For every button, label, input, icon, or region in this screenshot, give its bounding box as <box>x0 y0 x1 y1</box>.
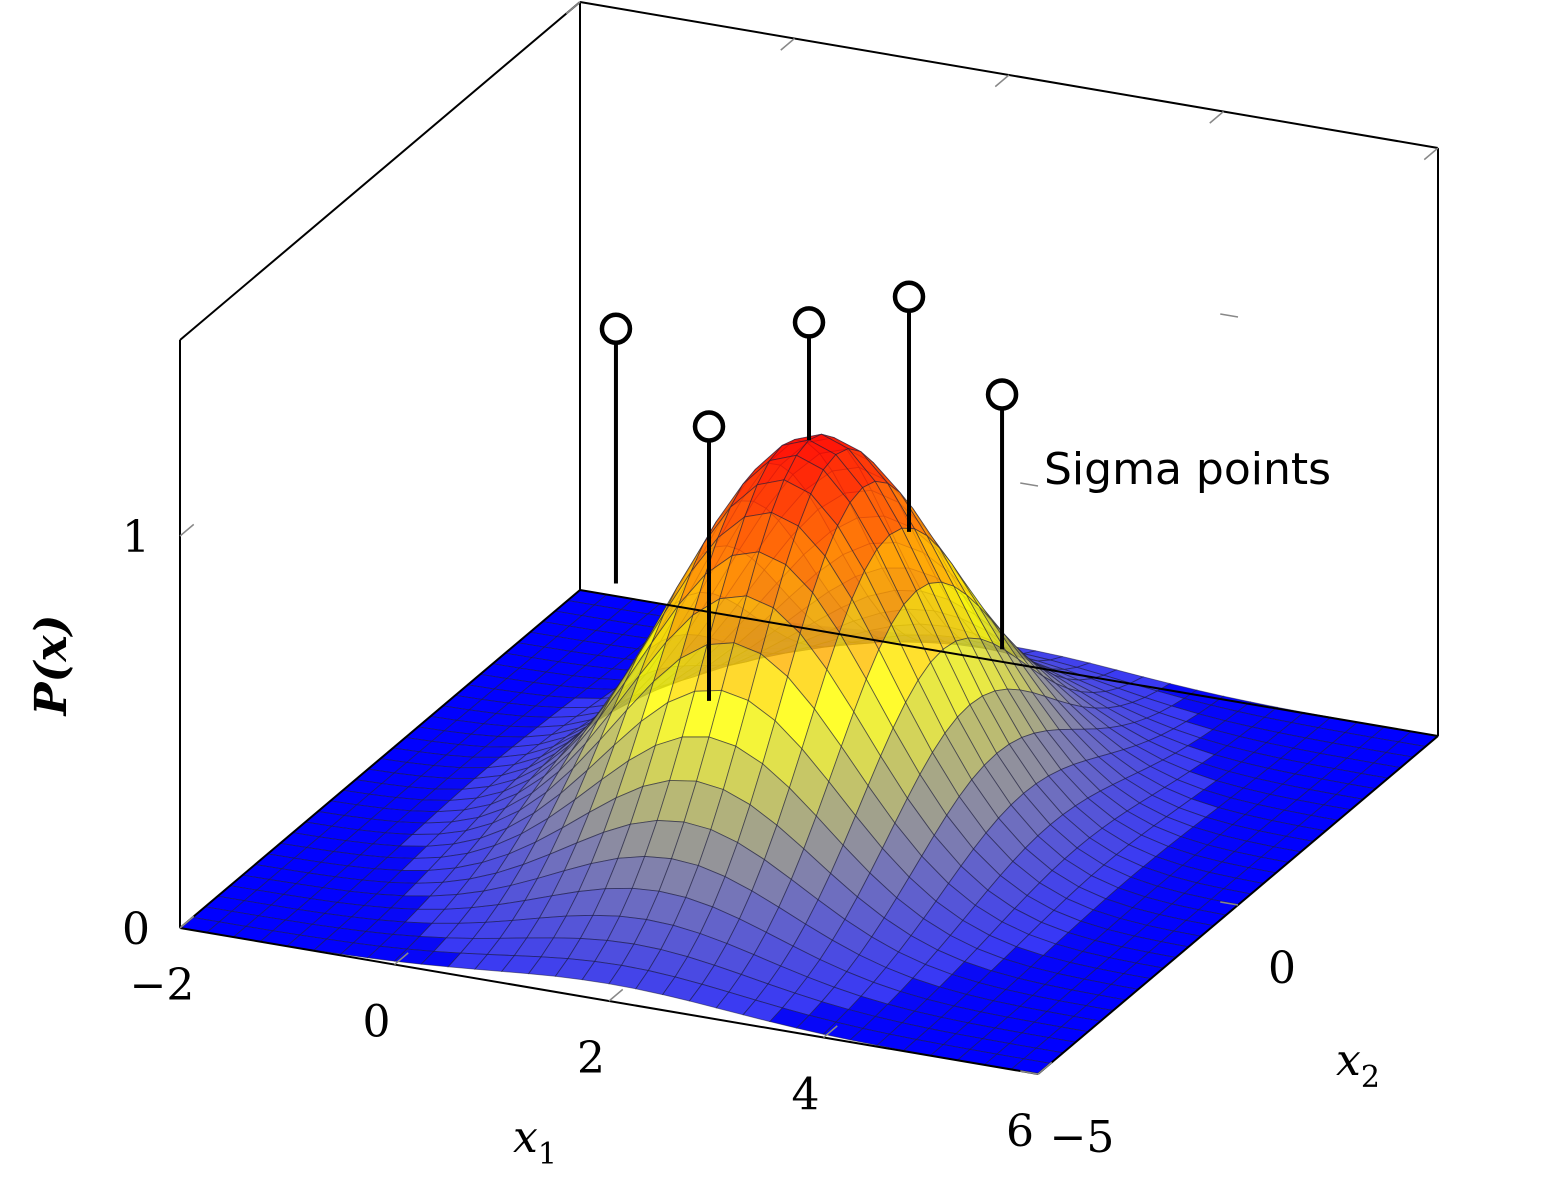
sigma-point-marker <box>892 280 926 313</box>
x-tick-label: 4 <box>792 1070 820 1121</box>
tick-mark <box>994 74 1010 88</box>
z-tick-label: 0 <box>122 904 150 955</box>
sigma-point-marker <box>692 410 726 443</box>
sigma-point-stems <box>599 280 1019 701</box>
tick-mark <box>1209 110 1224 124</box>
tick-mark <box>1423 147 1439 161</box>
z-axis-label: P(x) <box>26 615 77 718</box>
x-tick-label: −2 <box>130 960 195 1011</box>
axis-box-back <box>179 1 1439 736</box>
tick-mark <box>565 1 581 15</box>
tick-mark <box>1220 313 1239 318</box>
tick-mark <box>179 915 195 929</box>
y-tick-label: −5 <box>1050 1112 1115 1163</box>
box-edge-left-bottom <box>179 589 581 929</box>
tick-mark <box>780 37 795 51</box>
surface-mesh <box>178 433 1440 1075</box>
x-tick-label: 2 <box>577 1033 605 1084</box>
y-tick-label: 0 <box>1268 943 1296 994</box>
x-tick-label: 6 <box>1006 1106 1034 1157</box>
tick-mark <box>179 523 195 537</box>
sigma-point-marker <box>599 312 633 345</box>
tick-mark <box>1020 1070 1039 1075</box>
tick-mark <box>394 952 409 966</box>
box-edge-back-bottom <box>579 589 1439 737</box>
x-tick-label: 0 <box>363 997 391 1048</box>
tick-mark <box>1220 901 1239 906</box>
y-axis-label: x2 <box>1336 1035 1380 1095</box>
sigma-points-label: Sigma points <box>1044 444 1331 495</box>
tick-mark <box>823 1025 838 1039</box>
tick-mark <box>608 988 624 1002</box>
box-edge-left-top <box>179 1 581 341</box>
x-axis-label: x1 <box>513 1112 557 1172</box>
sigma-point-marker <box>792 306 826 339</box>
z-tick-label: 1 <box>122 512 150 563</box>
tick-mark <box>1020 482 1039 487</box>
tick-mark <box>1037 1061 1053 1075</box>
sigma-point-marker <box>985 378 1019 411</box>
